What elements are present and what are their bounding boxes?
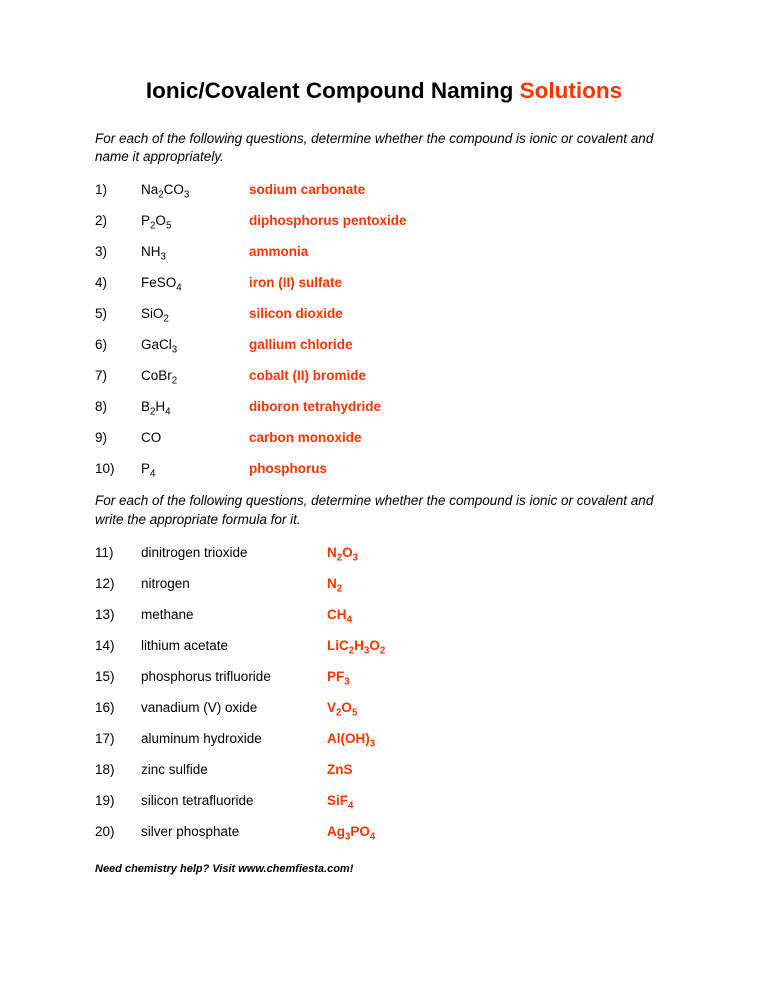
title-red: Solutions [520, 78, 623, 103]
compound-name-answer: diphosphorus pentoxide [249, 213, 407, 228]
question-number: 6) [95, 337, 141, 352]
footer-text: Need chemistry help? Visit www.chemfiest… [95, 863, 673, 875]
question-number: 20) [95, 824, 141, 839]
question-row: 12)nitrogenN2 [95, 576, 673, 591]
compound-formula: B2H4 [141, 399, 249, 414]
question-number: 9) [95, 430, 141, 445]
question-row: 19)silicon tetrafluorideSiF4 [95, 793, 673, 808]
title-main: Ionic/Covalent Compound Naming [146, 78, 520, 103]
compound-name: lithium acetate [141, 638, 327, 653]
compound-name: zinc sulfide [141, 762, 327, 777]
compound-formula-answer: ZnS [327, 762, 353, 777]
compound-formula-answer: CH4 [327, 607, 352, 622]
compound-name-answer: cobalt (II) bromide [249, 368, 366, 383]
compound-formula-answer: V2O5 [327, 700, 357, 715]
question-number: 16) [95, 700, 141, 715]
compound-name-answer: ammonia [249, 244, 308, 259]
compound-name: silicon tetrafluoride [141, 793, 327, 808]
question-row: 16)vanadium (V) oxideV2O5 [95, 700, 673, 715]
question-row: 15)phosphorus trifluoridePF3 [95, 669, 673, 684]
compound-name-answer: iron (II) sulfate [249, 275, 342, 290]
question-row: 11)dinitrogen trioxideN2O3 [95, 545, 673, 560]
question-row: 1)Na2CO3sodium carbonate [95, 182, 673, 197]
question-number: 7) [95, 368, 141, 383]
question-number: 17) [95, 731, 141, 746]
question-row: 3)NH3ammonia [95, 244, 673, 259]
question-number: 12) [95, 576, 141, 591]
question-number: 4) [95, 275, 141, 290]
compound-name: silver phosphate [141, 824, 327, 839]
question-number: 3) [95, 244, 141, 259]
question-number: 14) [95, 638, 141, 653]
compound-formula: FeSO4 [141, 275, 249, 290]
question-row: 7)CoBr2cobalt (II) bromide [95, 368, 673, 383]
question-row: 13)methaneCH4 [95, 607, 673, 622]
compound-name: nitrogen [141, 576, 327, 591]
compound-name: aluminum hydroxide [141, 731, 327, 746]
question-number: 10) [95, 461, 141, 476]
question-row: 20)silver phosphateAg3PO4 [95, 824, 673, 839]
compound-formula-answer: PF3 [327, 669, 350, 684]
compound-formula: SiO2 [141, 306, 249, 321]
instructions-1: For each of the following questions, det… [95, 130, 673, 166]
compound-formula: CoBr2 [141, 368, 249, 383]
question-number: 2) [95, 213, 141, 228]
worksheet-page: Ionic/Covalent Compound Naming Solutions… [0, 0, 768, 915]
compound-name: vanadium (V) oxide [141, 700, 327, 715]
compound-formula: GaCl3 [141, 337, 249, 352]
compound-name: dinitrogen trioxide [141, 545, 327, 560]
question-row: 6)GaCl3gallium chloride [95, 337, 673, 352]
question-row: 17)aluminum hydroxideAl(OH)3 [95, 731, 673, 746]
compound-formula: NH3 [141, 244, 249, 259]
compound-name-answer: diboron tetrahydride [249, 399, 381, 414]
section-1: 1)Na2CO3sodium carbonate 2)P2O5diphosphor… [95, 182, 673, 476]
compound-name: methane [141, 607, 327, 622]
compound-name-answer: phosphorus [249, 461, 327, 476]
compound-formula: CO [141, 430, 249, 445]
question-row: 14)lithium acetateLiC2H3O2 [95, 638, 673, 653]
compound-name: phosphorus trifluoride [141, 669, 327, 684]
compound-name-answer: silicon dioxide [249, 306, 343, 321]
question-number: 18) [95, 762, 141, 777]
question-row: 4)FeSO4iron (II) sulfate [95, 275, 673, 290]
section-2: 11)dinitrogen trioxideN2O312)nitrogenN21… [95, 545, 673, 839]
question-row: 9)COcarbon monoxide [95, 430, 673, 445]
compound-formula-answer: Ag3PO4 [327, 824, 375, 839]
question-row: 5)SiO2silicon dioxide [95, 306, 673, 321]
question-row: 18)zinc sulfideZnS [95, 762, 673, 777]
compound-formula: P2O5 [141, 213, 249, 228]
question-number: 15) [95, 669, 141, 684]
question-number: 19) [95, 793, 141, 808]
question-number: 1) [95, 182, 141, 197]
page-title: Ionic/Covalent Compound Naming Solutions [95, 78, 673, 104]
instructions-2: For each of the following questions, det… [95, 492, 673, 528]
question-row: 2)P2O5diphosphorus pentoxide [95, 213, 673, 228]
compound-name-answer: carbon monoxide [249, 430, 362, 445]
compound-formula-answer: N2 [327, 576, 342, 591]
question-row: 10)P4phosphorus [95, 461, 673, 476]
compound-formula-answer: Al(OH)3 [327, 731, 375, 746]
compound-formula-answer: LiC2H3O2 [327, 638, 385, 653]
compound-name-answer: sodium carbonate [249, 182, 365, 197]
compound-formula-answer: N2O3 [327, 545, 358, 560]
question-number: 13) [95, 607, 141, 622]
question-number: 11) [95, 545, 141, 560]
question-row: 8)B2H4diboron tetrahydride [95, 399, 673, 414]
compound-formula: P4 [141, 461, 249, 476]
question-number: 5) [95, 306, 141, 321]
compound-formula-answer: SiF4 [327, 793, 353, 808]
compound-formula: Na2CO3 [141, 182, 249, 197]
compound-name-answer: gallium chloride [249, 337, 353, 352]
question-number: 8) [95, 399, 141, 414]
